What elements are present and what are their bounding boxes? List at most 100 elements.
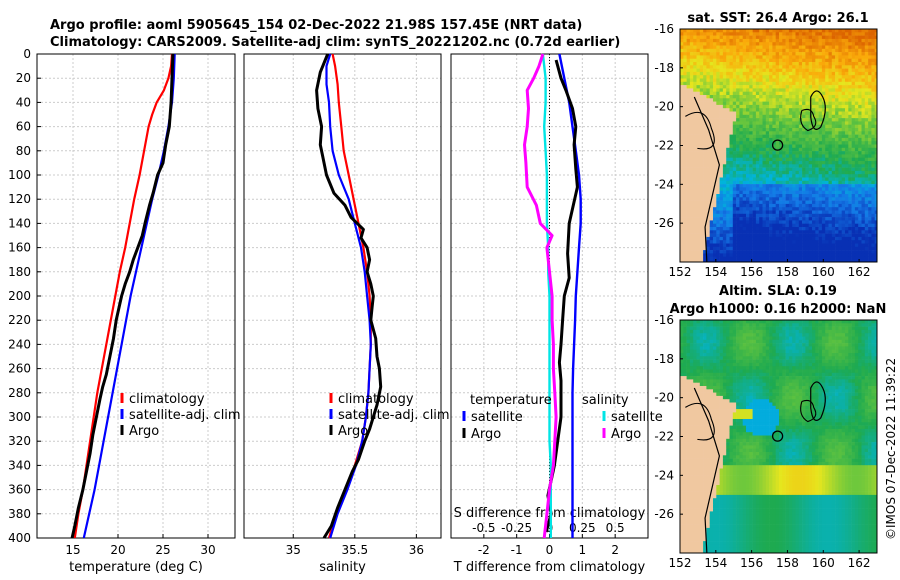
map-cell <box>713 167 717 172</box>
map-cell <box>775 104 780 109</box>
map-cell <box>719 250 724 254</box>
map-cell <box>746 167 750 172</box>
map-cell <box>792 144 796 149</box>
map-cell <box>854 177 859 182</box>
map-cell <box>742 217 747 221</box>
map-cell <box>726 151 730 155</box>
map-cell <box>812 55 816 59</box>
map-cell <box>752 194 757 198</box>
map-cell <box>729 71 734 76</box>
map-cell <box>802 91 806 96</box>
map-cell <box>713 343 717 347</box>
map-cell <box>696 174 701 178</box>
map-cell <box>722 200 727 205</box>
map-cell <box>815 260 819 262</box>
map-cell <box>798 217 803 221</box>
map-cell <box>818 128 823 132</box>
map-cell <box>709 55 714 59</box>
map-cell <box>805 323 809 327</box>
map-cell <box>871 339 875 344</box>
map-cell <box>680 68 684 73</box>
map-cell <box>795 111 800 116</box>
map-cell <box>851 35 856 40</box>
map-cell <box>746 111 750 116</box>
map-cell <box>792 164 796 168</box>
map-cell <box>825 184 829 188</box>
map-cell <box>752 104 757 109</box>
map-cell <box>788 184 793 188</box>
map-cell <box>742 164 747 168</box>
map-cell <box>732 207 737 211</box>
map-cell <box>775 236 780 241</box>
map-cell <box>825 52 829 56</box>
map-cell <box>845 114 849 119</box>
map-cell <box>874 326 877 331</box>
map-cell <box>841 62 846 66</box>
map-cell <box>713 187 717 191</box>
map-cell <box>854 343 859 347</box>
map-cell <box>874 52 877 56</box>
map-cell <box>808 118 813 122</box>
map-cell <box>706 114 710 119</box>
map-cell <box>683 71 687 76</box>
map-cell <box>861 230 866 234</box>
map-cell <box>683 164 687 168</box>
map-cell <box>680 200 684 205</box>
map-cell <box>864 243 869 248</box>
map-cell <box>845 236 849 241</box>
map-cell <box>719 213 724 218</box>
map-cell <box>821 339 826 344</box>
map-cell <box>713 177 717 182</box>
map-cell <box>699 68 704 73</box>
map-cell <box>821 167 826 172</box>
map-cell <box>749 147 753 152</box>
map-cell <box>736 35 740 40</box>
map-cell <box>828 343 833 347</box>
map-cell <box>769 124 773 129</box>
map-cell <box>788 111 793 116</box>
map-cell <box>680 52 684 56</box>
map-cell <box>729 326 734 331</box>
map-cell <box>871 144 875 149</box>
map-cell <box>838 29 842 33</box>
map-cell <box>709 101 714 106</box>
map-cell <box>818 157 823 162</box>
map-cell <box>696 38 701 43</box>
map-cell <box>713 85 717 89</box>
map-cell <box>868 336 872 341</box>
map-cell <box>874 184 877 188</box>
map-cell <box>765 174 770 178</box>
map-cell <box>868 210 872 215</box>
map-cell <box>795 144 800 149</box>
map-cell <box>689 134 694 139</box>
map-cell <box>699 81 704 86</box>
map-cell <box>719 58 724 63</box>
map-cell <box>851 98 856 102</box>
map-cell <box>762 104 767 109</box>
map-cell <box>861 164 866 168</box>
map-cell <box>808 78 813 83</box>
map-cell <box>729 174 734 178</box>
map-cell <box>838 223 842 228</box>
map-cell <box>795 154 800 158</box>
map-cell <box>686 207 691 211</box>
map-cell <box>821 256 826 261</box>
map-cell <box>828 170 833 175</box>
map-cell <box>732 217 737 221</box>
map-cell <box>782 167 786 172</box>
map-cell <box>765 137 770 142</box>
y-tick-label: 160 <box>8 241 31 255</box>
map-cell <box>686 250 691 254</box>
map-cell <box>871 233 875 238</box>
map-cell <box>752 240 757 244</box>
map-cell <box>683 167 687 172</box>
map-cell <box>769 98 773 102</box>
map-cell <box>749 124 753 129</box>
x-axis-label: temperature (deg C) <box>69 560 203 575</box>
map-cell <box>699 161 704 165</box>
map-cell <box>775 52 780 56</box>
map-cell <box>769 170 773 175</box>
map-cell <box>693 137 697 142</box>
map-cell <box>864 220 869 224</box>
map-cell <box>782 227 786 231</box>
